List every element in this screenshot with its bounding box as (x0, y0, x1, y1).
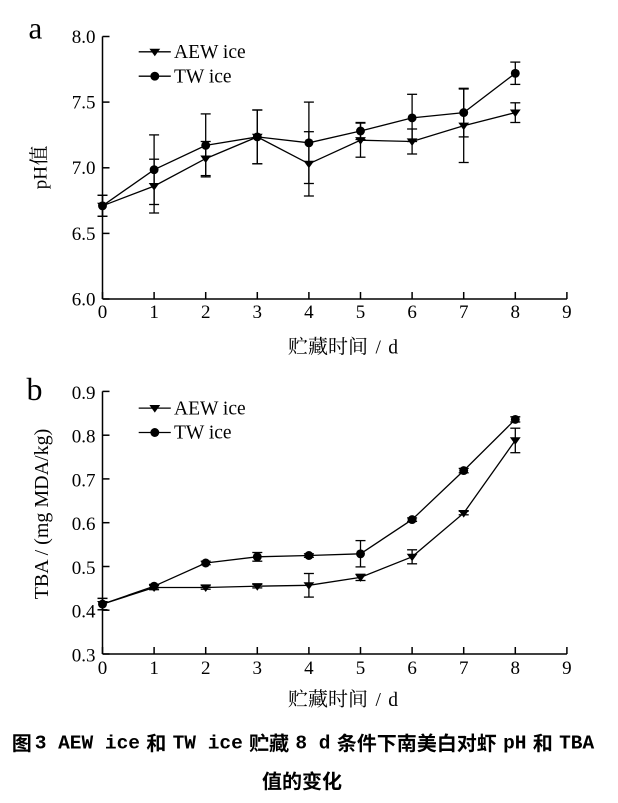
svg-text:TW ice: TW ice (174, 66, 232, 87)
svg-text:8: 8 (511, 302, 521, 323)
svg-text:0.9: 0.9 (72, 383, 96, 404)
svg-text:8: 8 (511, 658, 521, 679)
svg-text:8 d: 8 d (295, 733, 330, 755)
svg-text:TBA: TBA (559, 733, 594, 755)
svg-text:pH: pH (31, 166, 52, 190)
svg-text:3: 3 (253, 302, 263, 323)
svg-text:0.7: 0.7 (72, 470, 96, 491)
svg-text:0.4: 0.4 (72, 602, 96, 623)
svg-text:0: 0 (98, 658, 108, 679)
svg-text:0.6: 0.6 (72, 514, 96, 535)
svg-text:TW ice: TW ice (173, 733, 243, 755)
svg-text:8.0: 8.0 (72, 27, 96, 48)
svg-text:TBA / (mg MDA/kg): TBA / (mg MDA/kg) (31, 429, 53, 600)
svg-text:0.5: 0.5 (72, 558, 96, 579)
svg-text:1: 1 (149, 302, 159, 323)
svg-text:/ d: / d (376, 690, 400, 711)
svg-text:6: 6 (407, 302, 417, 323)
svg-text:5: 5 (356, 658, 366, 679)
svg-text:0: 0 (98, 302, 108, 323)
svg-text:AEW ice: AEW ice (174, 398, 246, 419)
svg-text:2: 2 (201, 658, 211, 679)
svg-text:2: 2 (201, 302, 211, 323)
svg-text:pH: pH (503, 733, 526, 755)
svg-text:4: 4 (304, 302, 314, 323)
svg-text:AEW ice: AEW ice (58, 733, 140, 755)
svg-text:b: b (27, 371, 43, 407)
svg-text:7: 7 (459, 658, 469, 679)
svg-text:0.3: 0.3 (72, 646, 96, 667)
svg-text:3: 3 (35, 733, 47, 755)
svg-text:6.0: 6.0 (72, 290, 96, 311)
svg-text:7: 7 (459, 302, 469, 323)
svg-text:6.5: 6.5 (72, 224, 96, 245)
svg-text:7.0: 7.0 (72, 158, 96, 179)
svg-text:7.5: 7.5 (72, 93, 96, 114)
svg-text:/ d: / d (376, 338, 400, 359)
svg-text:a: a (29, 11, 43, 46)
svg-text:3: 3 (253, 658, 263, 679)
svg-text:0.8: 0.8 (72, 427, 96, 448)
svg-text:AEW ice: AEW ice (174, 42, 246, 63)
svg-text:9: 9 (562, 302, 572, 323)
svg-text:TW ice: TW ice (174, 423, 232, 444)
svg-text:4: 4 (304, 658, 314, 679)
svg-text:9: 9 (562, 658, 572, 679)
svg-text:6: 6 (407, 658, 417, 679)
svg-text:5: 5 (356, 302, 366, 323)
svg-text:1: 1 (149, 658, 159, 679)
